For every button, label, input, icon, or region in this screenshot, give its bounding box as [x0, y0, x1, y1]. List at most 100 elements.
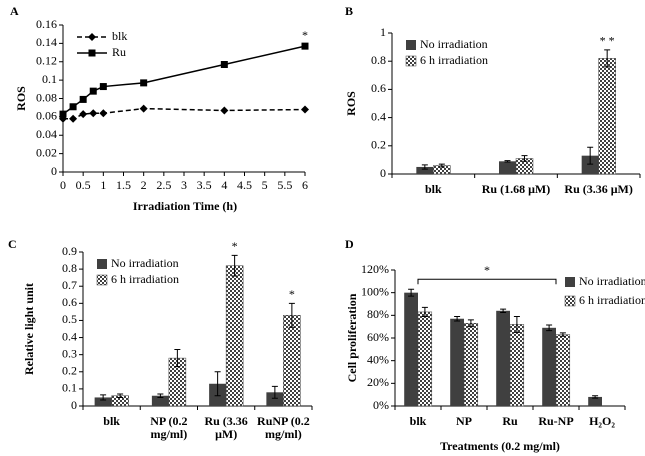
error-bar	[408, 288, 415, 297]
y-tick-label: 0.7	[62, 278, 77, 292]
bar	[463, 323, 479, 407]
x-tick-label: RuNP (0.2 mg/ml)	[257, 414, 310, 441]
marker	[301, 42, 309, 50]
y-tick-label: 0.06	[36, 109, 57, 123]
marker	[99, 83, 107, 91]
legend-label: 6 h irradiation	[579, 293, 645, 307]
bar	[151, 395, 169, 406]
error-bar	[513, 315, 520, 333]
y-tick-label: 0	[51, 164, 57, 178]
legend-swatch	[405, 55, 417, 67]
bar	[450, 318, 464, 406]
y-tick-label: 0.2	[62, 364, 77, 378]
error-bar	[157, 393, 164, 398]
error-bar	[592, 395, 599, 399]
marker	[89, 109, 98, 118]
legend-swatch	[96, 274, 108, 286]
x-tick-label: NP (0.2 mg/ml)	[150, 414, 187, 441]
y-tick-label: 0.2	[371, 138, 386, 152]
y-axis-label: Cell proliferation	[345, 293, 359, 382]
y-tick-label: 0.8	[62, 261, 77, 275]
bar	[404, 292, 418, 406]
legend-swatch	[564, 295, 576, 307]
legend-label: 6 h irradiation	[111, 272, 179, 286]
x-tick-label: blk	[103, 414, 120, 428]
error-bar	[604, 49, 611, 68]
x-tick-label: NP	[456, 414, 472, 428]
x-tick-label: 5.5	[277, 178, 292, 192]
bar	[225, 265, 244, 407]
marker	[220, 106, 229, 115]
bar	[496, 310, 510, 406]
y-tick-label: 0.04	[36, 127, 57, 141]
bar	[417, 311, 433, 407]
x-tick-label: 3	[181, 178, 187, 192]
y-tick-label: 0	[71, 398, 77, 412]
x-tick-label: 4.5	[237, 178, 252, 192]
marker	[89, 87, 97, 95]
x-axis-label: Irradiation Time (h)	[133, 199, 237, 213]
x-tick-label: 0	[60, 178, 66, 192]
y-tick-label: 0.16	[36, 17, 57, 31]
error-bar	[271, 385, 278, 399]
x-tick-label: H₂O₂	[589, 414, 615, 428]
marker	[69, 114, 78, 123]
marker	[59, 110, 67, 118]
x-axis-label: Treatments (0.2 mg/ml)	[440, 439, 560, 453]
marker	[140, 79, 148, 87]
y-tick-label: 0.12	[36, 54, 57, 68]
bar	[542, 327, 556, 406]
annotation: *	[232, 239, 238, 253]
y-axis-label: Relative light unit	[22, 283, 36, 375]
error-bar	[559, 332, 566, 337]
marker	[220, 61, 228, 69]
legend-swatch	[406, 40, 416, 50]
bar	[598, 58, 616, 175]
x-tick-label: blk	[410, 414, 427, 428]
error-bar	[467, 319, 474, 328]
error-bar	[100, 394, 107, 401]
marker	[79, 110, 88, 119]
marker	[88, 33, 96, 41]
bar	[581, 155, 599, 174]
annotation: *	[289, 287, 295, 301]
y-tick-label: 0.8	[371, 53, 386, 67]
y-tick-label: 120%	[361, 262, 389, 276]
x-tick-label: Ru-NP	[538, 414, 573, 428]
bar	[509, 324, 525, 407]
x-tick-label: 0.5	[76, 178, 91, 192]
annotation: * *	[600, 34, 615, 48]
bar	[266, 392, 284, 406]
legend-label: 6 h irradiation	[420, 53, 488, 67]
error-bar	[438, 163, 445, 168]
panel-label: B	[345, 4, 353, 18]
error-bar	[587, 146, 594, 165]
error-bar	[546, 324, 553, 332]
marker	[99, 109, 108, 118]
error-bar	[504, 160, 511, 163]
x-tick-label: blk	[425, 182, 442, 196]
y-tick-label: 0.02	[36, 145, 57, 159]
bar	[555, 334, 571, 407]
marker	[139, 104, 148, 113]
panel-label: C	[8, 237, 17, 251]
y-tick-label: 0.3	[62, 346, 77, 360]
y-tick-label: 60%	[367, 330, 389, 344]
annotation: *	[484, 263, 490, 277]
x-tick-label: Ru (3.36 μM)	[204, 414, 247, 441]
line	[63, 107, 306, 120]
y-tick-label: 0.6	[371, 81, 386, 95]
annotation: *	[302, 28, 308, 42]
x-tick-label: Ru (3.36 μM)	[564, 182, 632, 196]
x-tick-label: 1	[100, 178, 106, 192]
x-tick-label: 1.5	[116, 178, 131, 192]
y-tick-label: 20%	[367, 375, 389, 389]
line	[62, 45, 306, 115]
bar	[588, 396, 602, 406]
x-tick-label: 5	[262, 178, 268, 192]
error-bar	[421, 306, 428, 317]
x-tick-label: Ru (1.68 μM)	[482, 182, 550, 196]
y-tick-label: 0%	[373, 398, 389, 412]
marker	[301, 105, 309, 114]
error-bar	[521, 155, 528, 162]
